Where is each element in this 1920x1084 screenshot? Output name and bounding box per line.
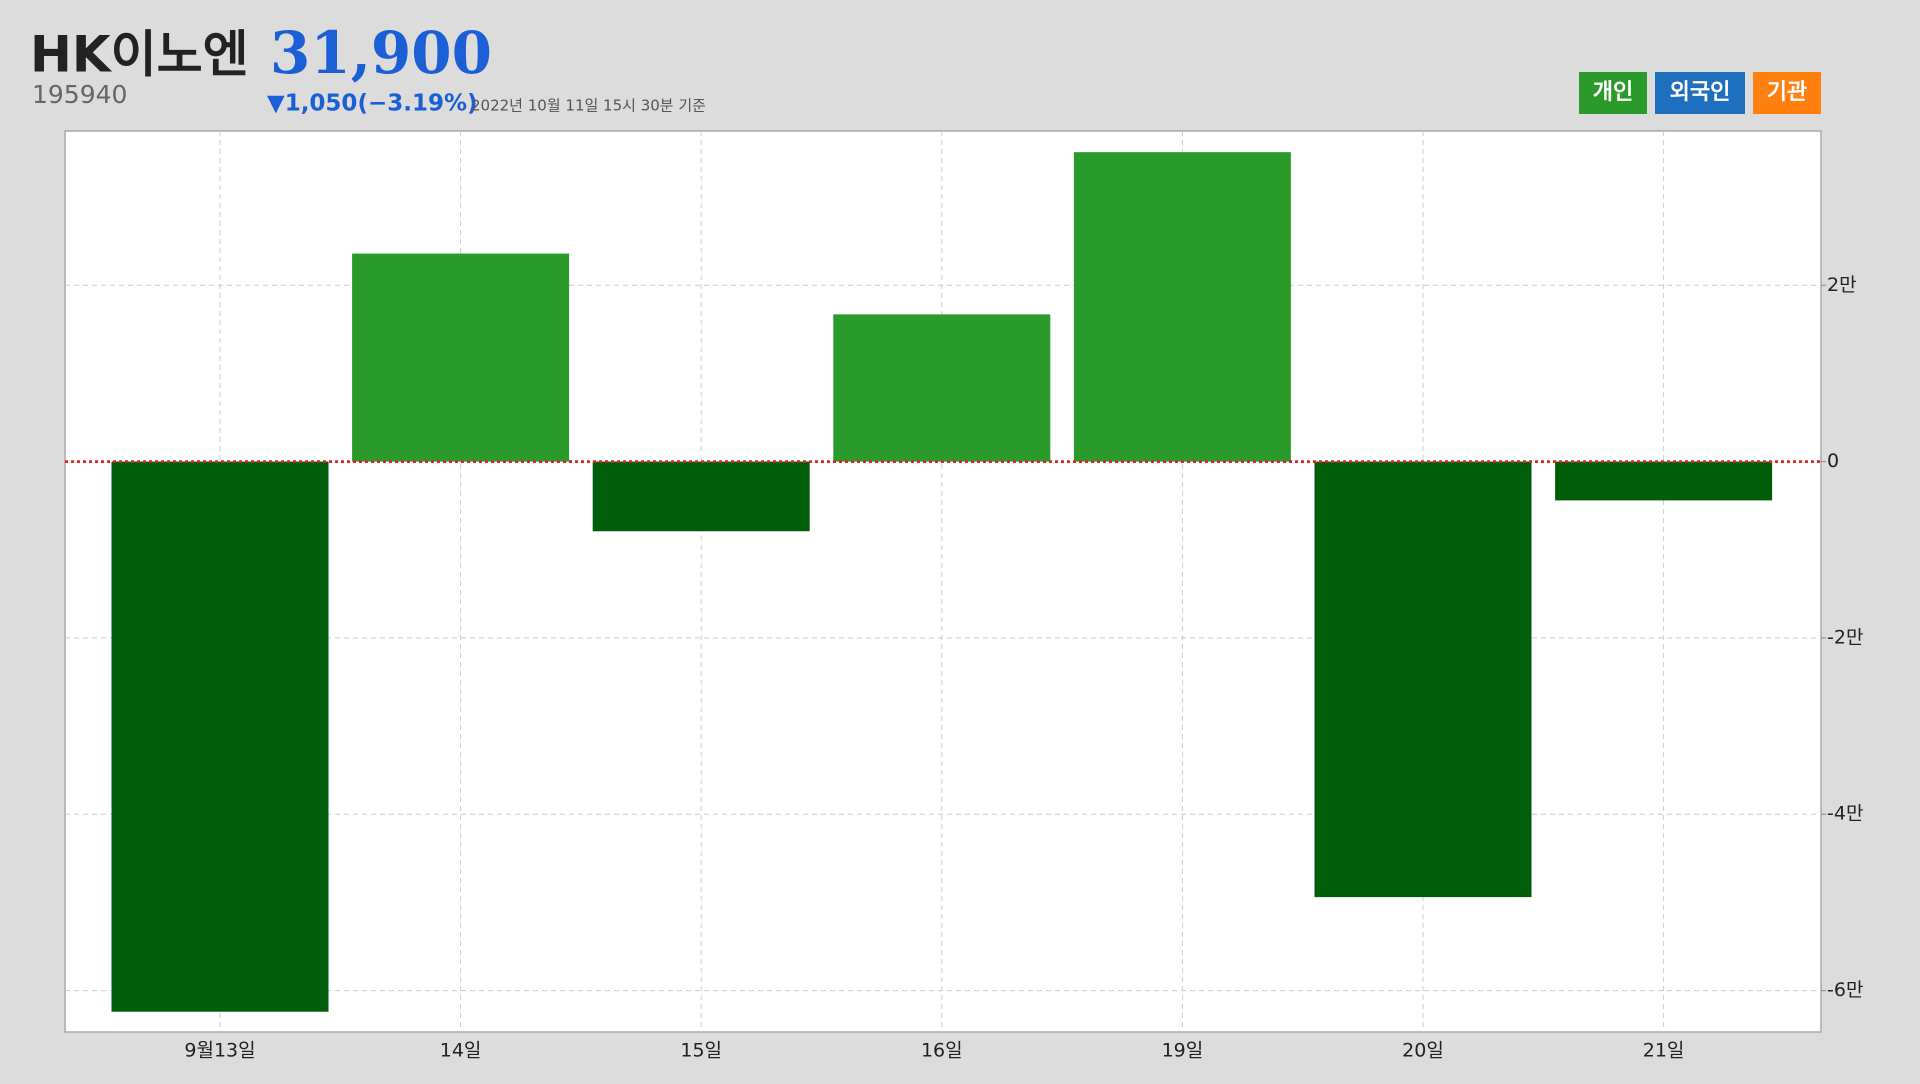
x-tick-label: 14일 (440, 1040, 482, 1062)
y-tick-label: -2만 (1827, 626, 1863, 648)
timestamp: 2022년 10월 11일 15시 30분 기준 (471, 97, 706, 115)
stock-name: HK이노엔 (30, 26, 249, 84)
bar (1073, 152, 1291, 462)
legend-button[interactable] (1579, 72, 1647, 114)
bar (1555, 461, 1773, 501)
bar (592, 461, 810, 532)
x-tick-label: 20일 (1402, 1040, 1444, 1062)
bar (111, 461, 329, 1012)
legend-label[interactable]: 기관 (1767, 80, 1807, 105)
legend-button[interactable] (1753, 72, 1821, 114)
price: 31,900 (270, 19, 492, 87)
y-tick-label: 0 (1827, 450, 1839, 472)
x-tick-label: 9월13일 (184, 1040, 255, 1062)
stock-code: 195940 (32, 80, 127, 109)
bar (352, 253, 570, 462)
x-tick-label: 19일 (1162, 1040, 1204, 1062)
legend-label[interactable]: 개인 (1593, 80, 1633, 105)
y-tick-label: -6만 (1827, 979, 1863, 1001)
bar (833, 314, 1051, 462)
x-tick-label: 15일 (680, 1040, 722, 1062)
legend-label[interactable]: 외국인 (1670, 80, 1731, 105)
legend-button[interactable] (1655, 72, 1745, 114)
x-tick-label: 21일 (1643, 1040, 1685, 1062)
x-tick-label: 16일 (921, 1040, 963, 1062)
bar (1314, 461, 1532, 898)
y-tick-label: 2만 (1827, 274, 1857, 296)
price-change: ▼1,050(−3.19%) (267, 91, 478, 117)
y-tick-label: -4만 (1827, 803, 1863, 825)
